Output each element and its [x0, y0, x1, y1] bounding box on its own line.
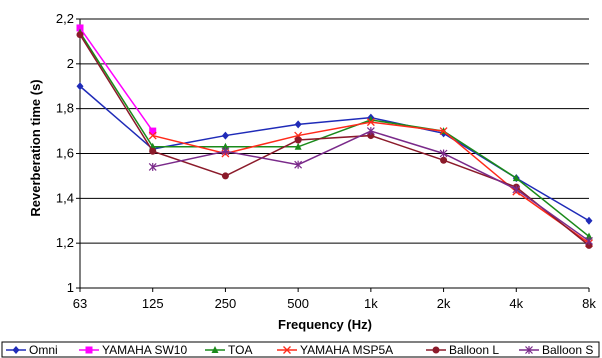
legend-item: Balloon L — [426, 343, 499, 357]
legend-label: Balloon L — [449, 343, 499, 357]
data-point — [512, 185, 521, 194]
legend-item: YAMAHA SW10 — [79, 343, 187, 357]
data-point — [148, 162, 157, 171]
data-point — [585, 232, 593, 240]
y-tick-label: 2 — [67, 56, 74, 71]
data-point — [76, 31, 84, 39]
legend-swatch-marker — [432, 346, 440, 354]
y-tick-label: 1,4 — [56, 190, 74, 205]
data-point — [585, 236, 593, 245]
legend-label: Balloon S — [542, 343, 593, 357]
x-tick-label: 63 — [73, 296, 87, 311]
legend-item: Balloon S — [519, 343, 593, 357]
legend-box — [1, 341, 600, 358]
legend-swatch-marker — [85, 346, 93, 354]
x-tick-label: 500 — [287, 296, 309, 311]
legend-label: YAMAHA MSP5A — [300, 343, 393, 357]
legend-swatch-marker — [12, 346, 20, 354]
x-tick-label: 250 — [215, 296, 237, 311]
series-line — [79, 27, 154, 132]
data-point — [366, 118, 375, 127]
series-line — [79, 32, 590, 238]
data-point — [294, 120, 302, 129]
data-point — [585, 216, 593, 225]
legend-swatch-marker — [211, 346, 219, 353]
legend-label: Omni — [29, 343, 58, 357]
axes — [76, 18, 590, 292]
gridlines — [80, 18, 589, 244]
legend-swatch-marker — [283, 346, 291, 354]
data-point — [149, 127, 157, 135]
series-line — [152, 130, 590, 242]
data-point — [76, 82, 84, 91]
y-tick-labels: 1 1,2 1,4 1,6 1,8 2 2,2 — [56, 11, 74, 295]
x-tick-label: 125 — [142, 296, 164, 311]
y-tick-label: 1 — [67, 280, 74, 295]
y-tick-label: 1,2 — [56, 235, 74, 250]
data-point — [148, 131, 157, 140]
data-point — [294, 142, 302, 150]
legend-label: TOA — [228, 343, 252, 357]
data-point — [439, 149, 448, 158]
series-balloon-s — [148, 127, 593, 245]
y-axis-title: Reverberation time (s) — [28, 79, 43, 216]
legend-item: Omni — [6, 343, 58, 357]
y-tick-label: 1,6 — [56, 146, 74, 161]
x-tick-label: 8k — [582, 296, 596, 311]
x-tick-label: 4k — [509, 296, 523, 311]
data-point — [439, 127, 448, 136]
legend: Omni YAMAHA SW10 TOA YAMAHA MSP5A Balloon L B… — [1, 341, 600, 358]
legend-label: YAMAHA SW10 — [102, 343, 187, 357]
data-point — [149, 147, 157, 155]
x-axis-title: Frequency (Hz) — [278, 317, 372, 332]
data-point — [366, 127, 375, 136]
series-layer — [76, 24, 593, 249]
data-point — [512, 174, 520, 182]
data-point — [294, 136, 302, 144]
data-point — [367, 132, 375, 140]
x-tick-label: 1k — [364, 296, 378, 311]
legend-item: YAMAHA MSP5A — [277, 343, 393, 357]
data-point — [440, 156, 448, 164]
y-tick-label: 2,2 — [56, 11, 74, 26]
series-yamaha-sw10 — [76, 24, 157, 135]
data-point — [294, 160, 303, 169]
y-tick-label: 1,8 — [56, 101, 74, 116]
data-point — [76, 24, 84, 32]
data-point — [221, 147, 230, 156]
data-point — [585, 241, 593, 249]
data-point — [221, 172, 229, 180]
series-line — [79, 34, 590, 246]
x-tick-labels: 63 125 250 500 1k 2k 4k 8k — [73, 296, 597, 311]
data-point — [221, 142, 229, 150]
data-point — [221, 131, 229, 140]
legend-item: TOA — [205, 343, 252, 357]
x-tick-label: 2k — [437, 296, 451, 311]
legend-swatch-marker — [525, 346, 533, 354]
